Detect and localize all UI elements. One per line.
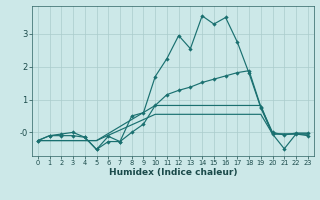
X-axis label: Humidex (Indice chaleur): Humidex (Indice chaleur) — [108, 168, 237, 177]
